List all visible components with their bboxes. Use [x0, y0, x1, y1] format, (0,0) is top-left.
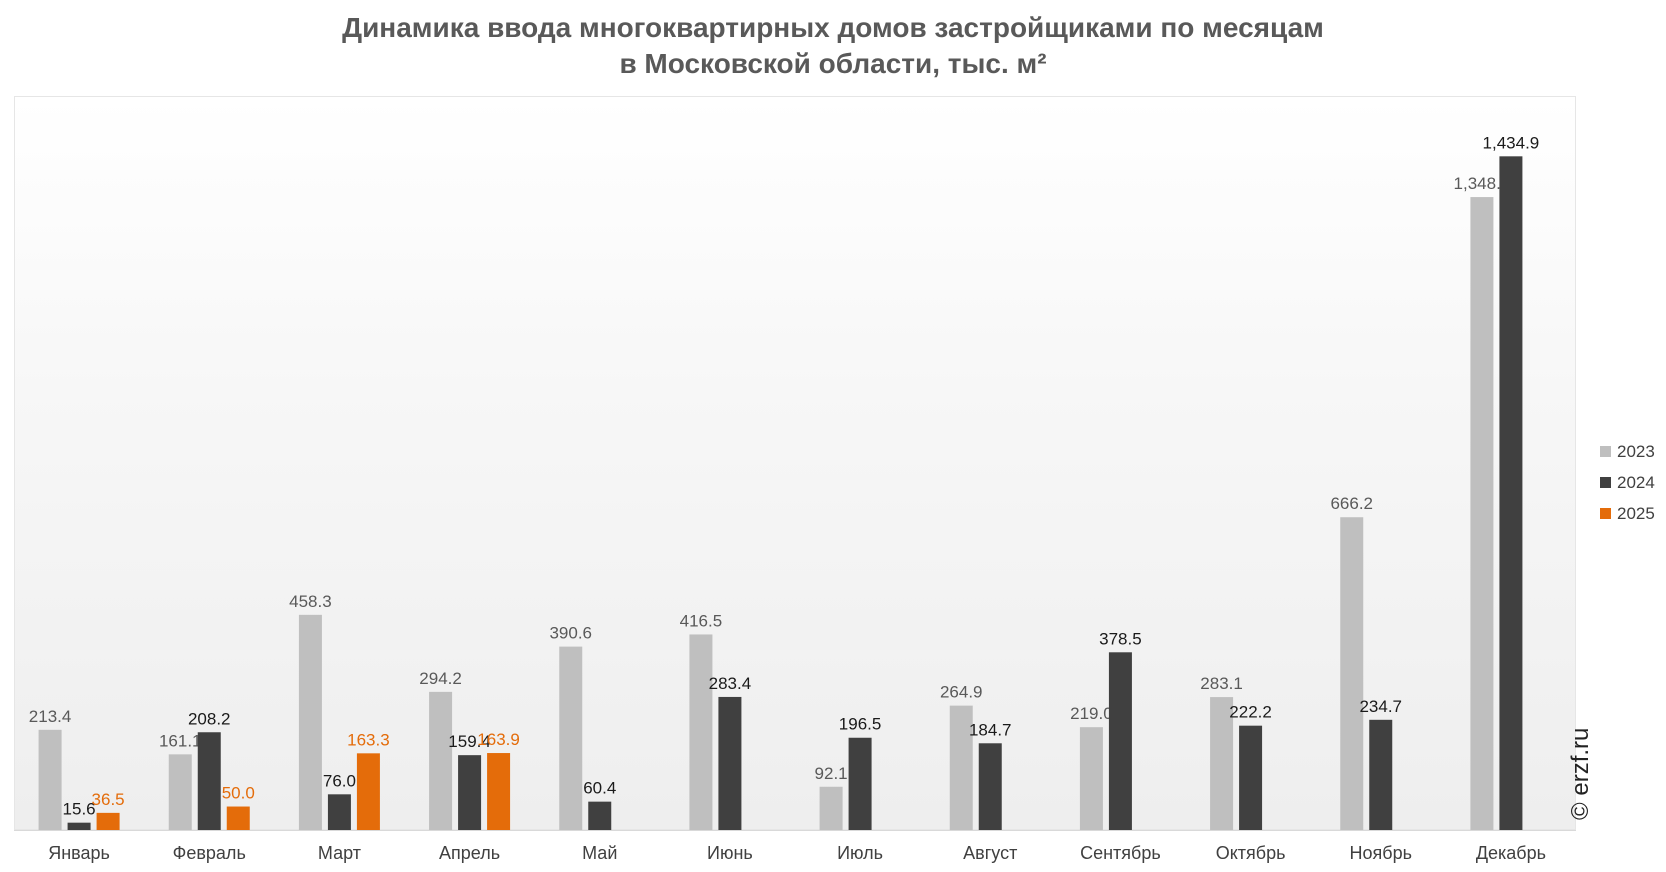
bar-2023-0	[38, 729, 62, 830]
data-label-2024-2: 76.0	[323, 771, 356, 790]
data-label-2024-7: 184.7	[969, 720, 1012, 739]
legend-label-2023: 2023	[1617, 441, 1655, 461]
data-label-2023-10: 666.2	[1330, 494, 1373, 513]
data-label-2024-4: 60.4	[583, 779, 616, 798]
bar-2024-1	[197, 732, 221, 830]
legend-swatch-2025	[1600, 508, 1611, 519]
bar-2024-6	[848, 737, 872, 830]
bar-2024-11	[1499, 156, 1523, 830]
data-label-2023-2: 458.3	[289, 592, 332, 611]
bar-2023-3	[429, 691, 453, 830]
bar-2024-10	[1369, 719, 1393, 830]
legend-swatch-2024	[1600, 477, 1611, 488]
x-tick-label-3: Апрель	[439, 843, 500, 863]
data-label-2023-5: 416.5	[680, 611, 723, 630]
x-tick-label-7: Август	[963, 843, 1017, 863]
data-label-2023-8: 219.0	[1070, 704, 1113, 723]
x-tick-label-2: Март	[318, 843, 361, 863]
data-label-2025-2: 163.3	[347, 730, 390, 749]
data-label-2023-6: 92.1	[815, 764, 848, 783]
bar-2024-0	[67, 822, 91, 830]
bar-2024-8	[1108, 652, 1132, 830]
legend-item-2025: 2025	[1600, 498, 1655, 529]
bar-2023-4	[559, 646, 583, 830]
data-label-2024-5: 283.4	[709, 674, 752, 693]
data-label-2023-7: 264.9	[940, 683, 983, 702]
data-label-2025-1: 50.0	[222, 784, 255, 803]
legend-swatch-2023	[1600, 446, 1611, 457]
bar-2024-9	[1239, 725, 1263, 830]
bar-2024-5	[718, 696, 742, 830]
bar-2023-10	[1340, 517, 1364, 830]
bar-2025-1	[226, 806, 250, 830]
data-label-2024-11: 1,434.9	[1483, 133, 1540, 152]
data-label-2023-3: 294.2	[419, 669, 462, 688]
bar-2024-7	[978, 743, 1002, 830]
bar-2025-3	[487, 753, 511, 830]
x-tick-label-10: Ноябрь	[1350, 843, 1412, 863]
data-label-2024-8: 378.5	[1099, 629, 1142, 648]
bar-2023-1	[168, 754, 192, 830]
chart-title: Динамика ввода многоквартирных домов зас…	[0, 10, 1666, 82]
data-label-2024-3: 159.4	[448, 732, 491, 751]
bar-2025-0	[96, 812, 120, 830]
x-tick-label-0: Январь	[48, 843, 110, 863]
x-tick-label-1: Февраль	[173, 843, 246, 863]
data-label-2025-3: 163.9	[477, 730, 520, 749]
data-label-2024-0: 15.6	[63, 800, 96, 819]
data-label-2024-6: 196.5	[839, 715, 882, 734]
data-label-2024-10: 234.7	[1359, 697, 1402, 716]
x-tick-label-5: Июнь	[707, 843, 753, 863]
bar-2023-9	[1210, 697, 1234, 830]
legend-label-2025: 2025	[1617, 503, 1655, 523]
data-label-2023-1: 161.1	[159, 731, 202, 750]
legend: 2023 2024 2025	[1600, 436, 1655, 529]
x-tick-label-8: Сентябрь	[1080, 843, 1161, 863]
legend-label-2024: 2024	[1617, 472, 1655, 492]
bar-2024-3	[458, 755, 482, 830]
legend-item-2023: 2023	[1600, 436, 1655, 467]
x-tick-label-4: Май	[582, 843, 617, 863]
legend-item-2024: 2024	[1600, 467, 1655, 498]
chart-title-line-1: Динамика ввода многоквартирных домов зас…	[342, 12, 1324, 43]
plot-area	[14, 96, 1576, 830]
bar-2023-2	[298, 614, 322, 830]
watermark: © erzf.ru	[1567, 727, 1594, 820]
x-tick-label-9: Октябрь	[1216, 843, 1286, 863]
bar-2023-11	[1470, 197, 1494, 831]
bar-2024-2	[327, 794, 351, 830]
bar-2025-2	[356, 753, 380, 830]
data-label-2023-0: 213.4	[29, 707, 72, 726]
bar-2024-4	[588, 801, 612, 830]
data-label-2023-11: 1,348.1	[1454, 174, 1511, 193]
bar-2023-6	[819, 786, 843, 830]
data-label-2024-1: 208.2	[188, 709, 231, 728]
bar-2023-8	[1079, 727, 1103, 830]
data-label-2023-9: 283.1	[1200, 674, 1243, 693]
x-tick-label-11: Декабрь	[1476, 843, 1546, 863]
x-tick-label-6: Июль	[837, 843, 883, 863]
bar-2023-5	[689, 634, 713, 830]
chart-title-line-2: в Московской области, тыс. м²	[619, 48, 1047, 79]
data-label-2023-4: 390.6	[549, 624, 592, 643]
data-label-2024-9: 222.2	[1229, 703, 1272, 722]
bar-2023-7	[949, 705, 973, 830]
data-label-2025-0: 36.5	[92, 790, 125, 809]
